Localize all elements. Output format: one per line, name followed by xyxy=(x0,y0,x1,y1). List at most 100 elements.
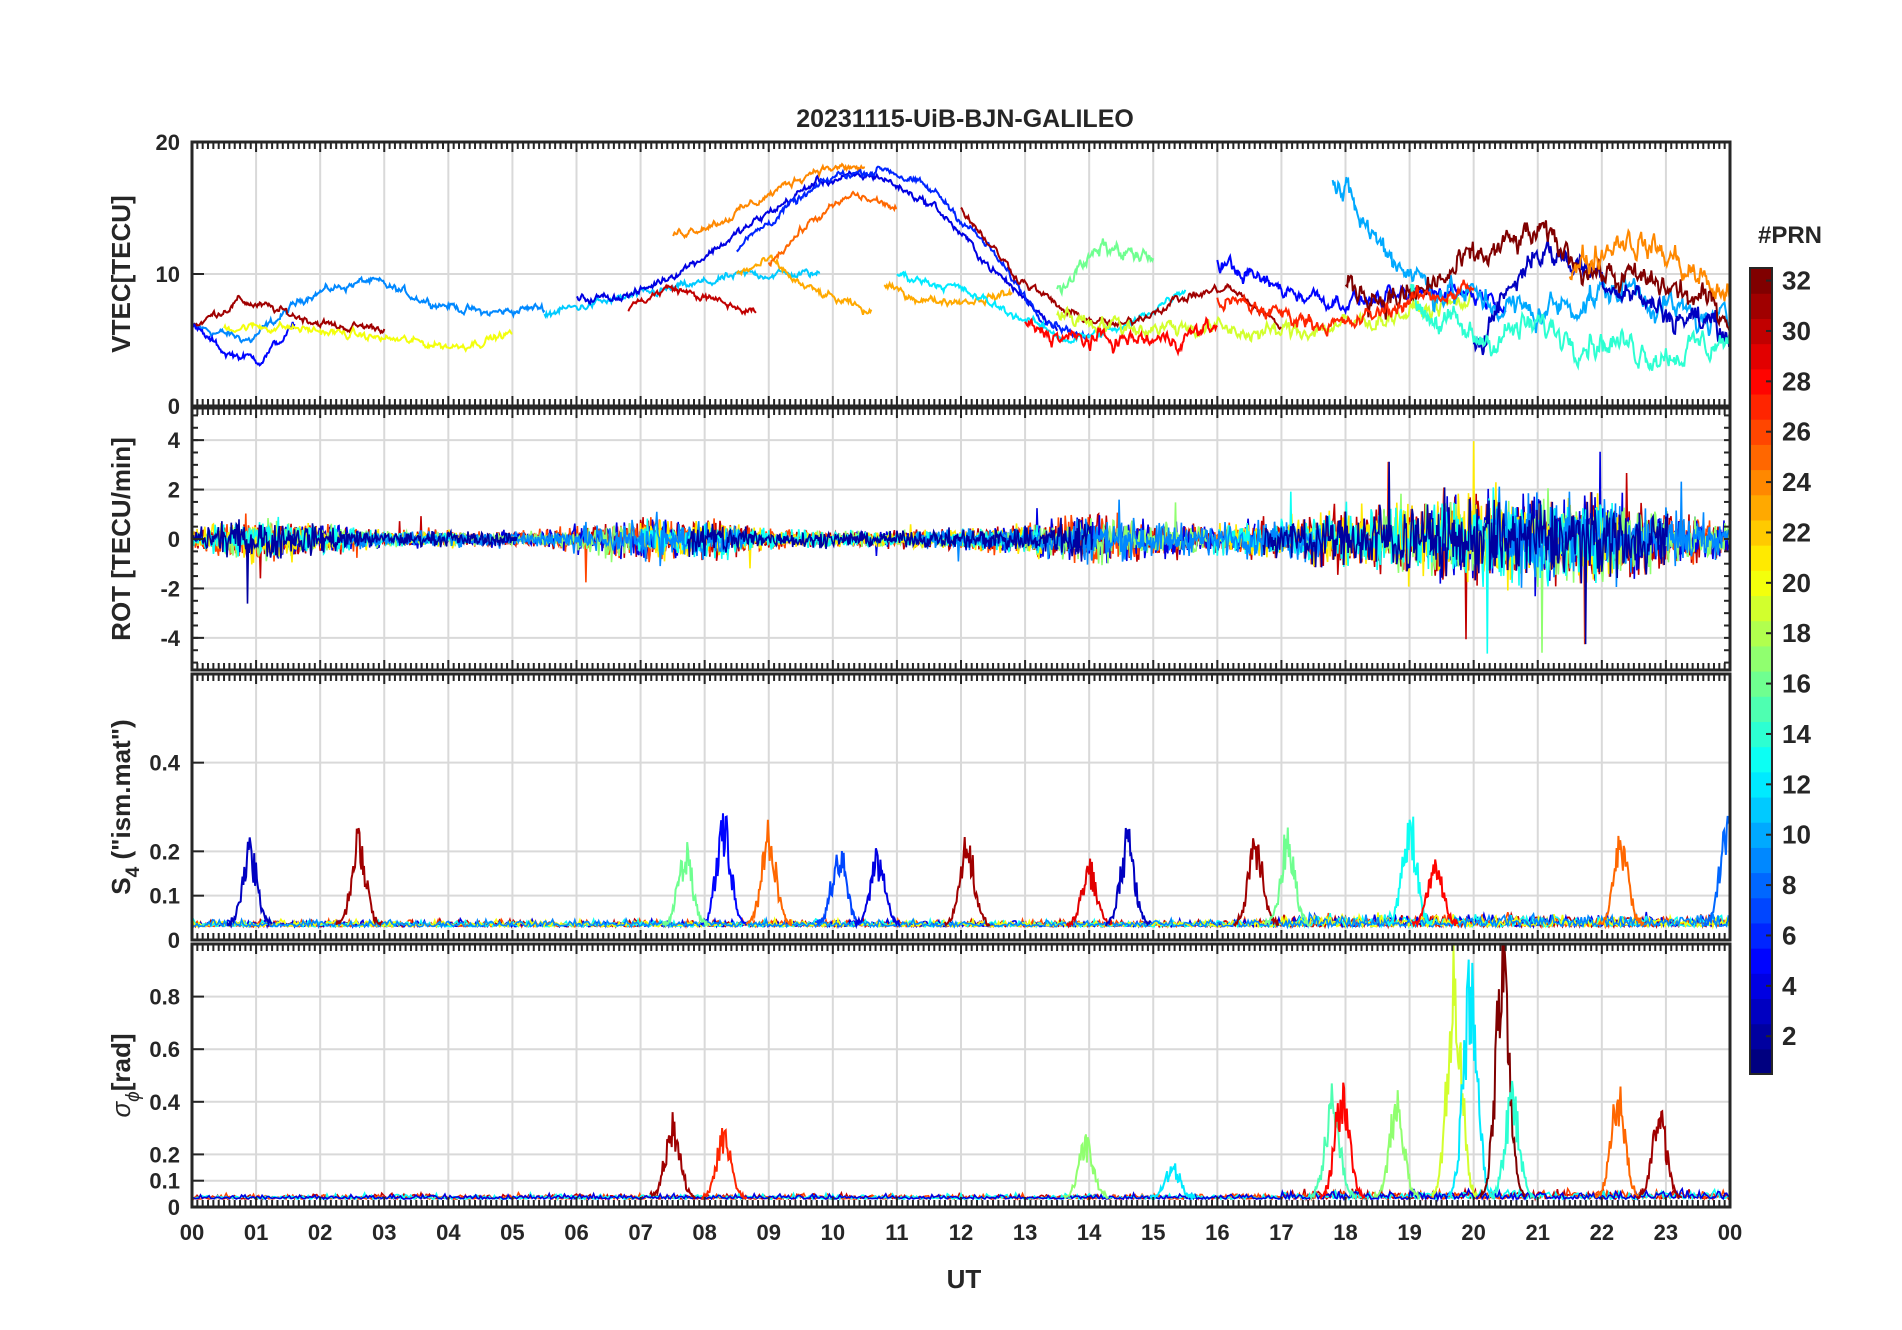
s4-burst-prn16 xyxy=(662,841,709,929)
colorbar-segment xyxy=(1750,696,1772,722)
sigma-burst-prn32 xyxy=(1479,944,1526,1198)
colorbar-segment xyxy=(1750,671,1772,697)
vtec-line-prn4 xyxy=(576,169,1059,332)
vtec-line-prn24 xyxy=(1568,227,1730,304)
colorbar-tick-label: 14 xyxy=(1782,719,1811,749)
grid-vtec xyxy=(191,141,1731,407)
y-tick-label: 2 xyxy=(168,478,180,503)
vtec-line-prn25 xyxy=(767,190,898,268)
colorbar-tick-label: 12 xyxy=(1782,769,1811,799)
x-tick-labels: 00 01 02 03 04 05 06 07 08 09 10 11 12 13 14 15 16 17 18 19… xyxy=(180,1220,1742,1245)
colorbar-tick-label: 4 xyxy=(1782,971,1797,1001)
x-tick-label: 11 xyxy=(885,1220,908,1245)
x-tick-label: 12 xyxy=(949,1220,973,1245)
y-tick-label: -2 xyxy=(160,576,180,601)
x-tick-label: 01 xyxy=(244,1220,268,1245)
sigma-burst-prn14 xyxy=(1488,1080,1536,1200)
vtec-line-prn16 xyxy=(1056,238,1155,298)
s4-burst-prn7 xyxy=(815,851,863,926)
colorbar-segment xyxy=(1750,973,1772,1000)
y-axis-label-vtec: VTEC[TECU] xyxy=(106,195,136,352)
y-tick-label: 20 xyxy=(156,130,180,155)
x-tick-label: 02 xyxy=(308,1220,332,1245)
s4-burst-prn4 xyxy=(854,848,901,930)
vtec-line-prn23 xyxy=(883,280,1013,308)
y-axis-label-rot: ROT [TECU/min] xyxy=(106,437,136,641)
colorbar-segment xyxy=(1750,746,1772,773)
vtec-line-prn9 xyxy=(192,275,546,344)
y-tick-label: 0.1 xyxy=(149,884,180,909)
colorbar-segment xyxy=(1750,1023,1772,1050)
y-tick-label: 4 xyxy=(168,428,181,453)
rot-line-prn9 xyxy=(1490,481,1730,588)
colorbar-segment xyxy=(1750,822,1772,848)
y-tick-label: 0.4 xyxy=(149,1090,180,1115)
panel-sigma: 00.10.2 0.4 0.6 0.8σϕ[rad] xyxy=(106,942,1732,1220)
colorbar-segment xyxy=(1750,922,1772,949)
colorbar-segment xyxy=(1750,847,1772,874)
colorbar-segment xyxy=(1750,444,1772,471)
colorbar-segment xyxy=(1750,318,1772,345)
colorbar-segment xyxy=(1750,343,1772,370)
x-tick-label: 07 xyxy=(628,1220,652,1245)
sigma-burst-prn12 xyxy=(1149,1163,1196,1201)
vtec-line-prn27 xyxy=(1216,279,1475,337)
colorbar-tick-label: 32 xyxy=(1782,266,1811,296)
y-tick-label: -4 xyxy=(160,626,180,651)
vtec-line-prn5 xyxy=(192,321,296,367)
minor-ticks-sigma xyxy=(191,944,1731,1208)
y-tick-label: 0.4 xyxy=(149,751,180,776)
s4-burst-prn31 xyxy=(944,836,991,927)
x-tick-label: 05 xyxy=(500,1220,524,1245)
colorbar-tick-label: 22 xyxy=(1782,517,1811,547)
colorbar-segment xyxy=(1750,494,1772,521)
colorbar-tick-label: 6 xyxy=(1782,920,1796,950)
y-tick-label: 0 xyxy=(168,527,180,552)
colorbar-tick-label: 26 xyxy=(1782,417,1811,447)
chart-title: 20231115-UiB-BJN-GALILEO xyxy=(796,105,1134,133)
x-tick-label: 20 xyxy=(1461,1220,1485,1245)
colorbar-frame xyxy=(1749,267,1773,1075)
x-tick-label: 00 xyxy=(180,1220,204,1245)
sigma-burst-prn31 xyxy=(1636,1109,1683,1200)
vtec-line-prn23 xyxy=(735,254,873,315)
x-tick-label: 00 xyxy=(1718,1220,1742,1245)
x-tick-label: 10 xyxy=(821,1220,845,1245)
grid-sigma xyxy=(191,944,1731,1208)
vtec-line-prn19 xyxy=(1056,290,1475,344)
sigma-burst-prn25 xyxy=(1594,1086,1641,1199)
vtec-line-prn31 xyxy=(192,294,386,335)
x-tick-label: 17 xyxy=(1269,1220,1293,1245)
sigma-burst-prn15 xyxy=(1309,1083,1356,1201)
vtec-line-prn24 xyxy=(672,162,866,240)
colorbar-segment xyxy=(1750,595,1772,622)
rot-line-prn9 xyxy=(340,511,747,567)
y-tick-label: 10 xyxy=(156,262,180,287)
x-tick-label: 13 xyxy=(1013,1220,1037,1245)
s4-burst-prn31 xyxy=(335,827,382,927)
colorbar-tick-label: 20 xyxy=(1782,568,1811,598)
vtec-line-prn10 xyxy=(1331,176,1730,337)
y-axis-label-s4: S4 ("ism.mat") xyxy=(106,719,144,894)
y-tick-label: 0 xyxy=(168,394,180,419)
minor-ticks-vtec xyxy=(191,141,1731,407)
colorbar-segment xyxy=(1750,645,1772,672)
x-tick-label: 08 xyxy=(692,1220,716,1245)
s4-baseline-prn20 xyxy=(192,912,1730,930)
sigma-burst-prn17 xyxy=(1063,1134,1110,1200)
colorbar-tick-label: 18 xyxy=(1782,618,1811,648)
colorbar-segment xyxy=(1750,368,1772,395)
s4-burst-prn8 xyxy=(1703,815,1730,928)
panel-s4: 0 0.1 0.2 0.4S4 ("ism.mat") xyxy=(106,672,1732,953)
sigma-burst-prn12 xyxy=(1447,959,1494,1198)
s4-burst-prn3 xyxy=(1104,827,1151,927)
vtec-line-prn3 xyxy=(1472,239,1730,356)
x-tick-label: 03 xyxy=(372,1220,396,1245)
x-tick-label: 14 xyxy=(1077,1220,1102,1245)
y-tick-label: 0.2 xyxy=(149,1142,180,1167)
colorbar-segment xyxy=(1750,771,1772,798)
x-tick-label: 16 xyxy=(1205,1220,1229,1245)
colorbar-segment xyxy=(1750,1048,1772,1075)
